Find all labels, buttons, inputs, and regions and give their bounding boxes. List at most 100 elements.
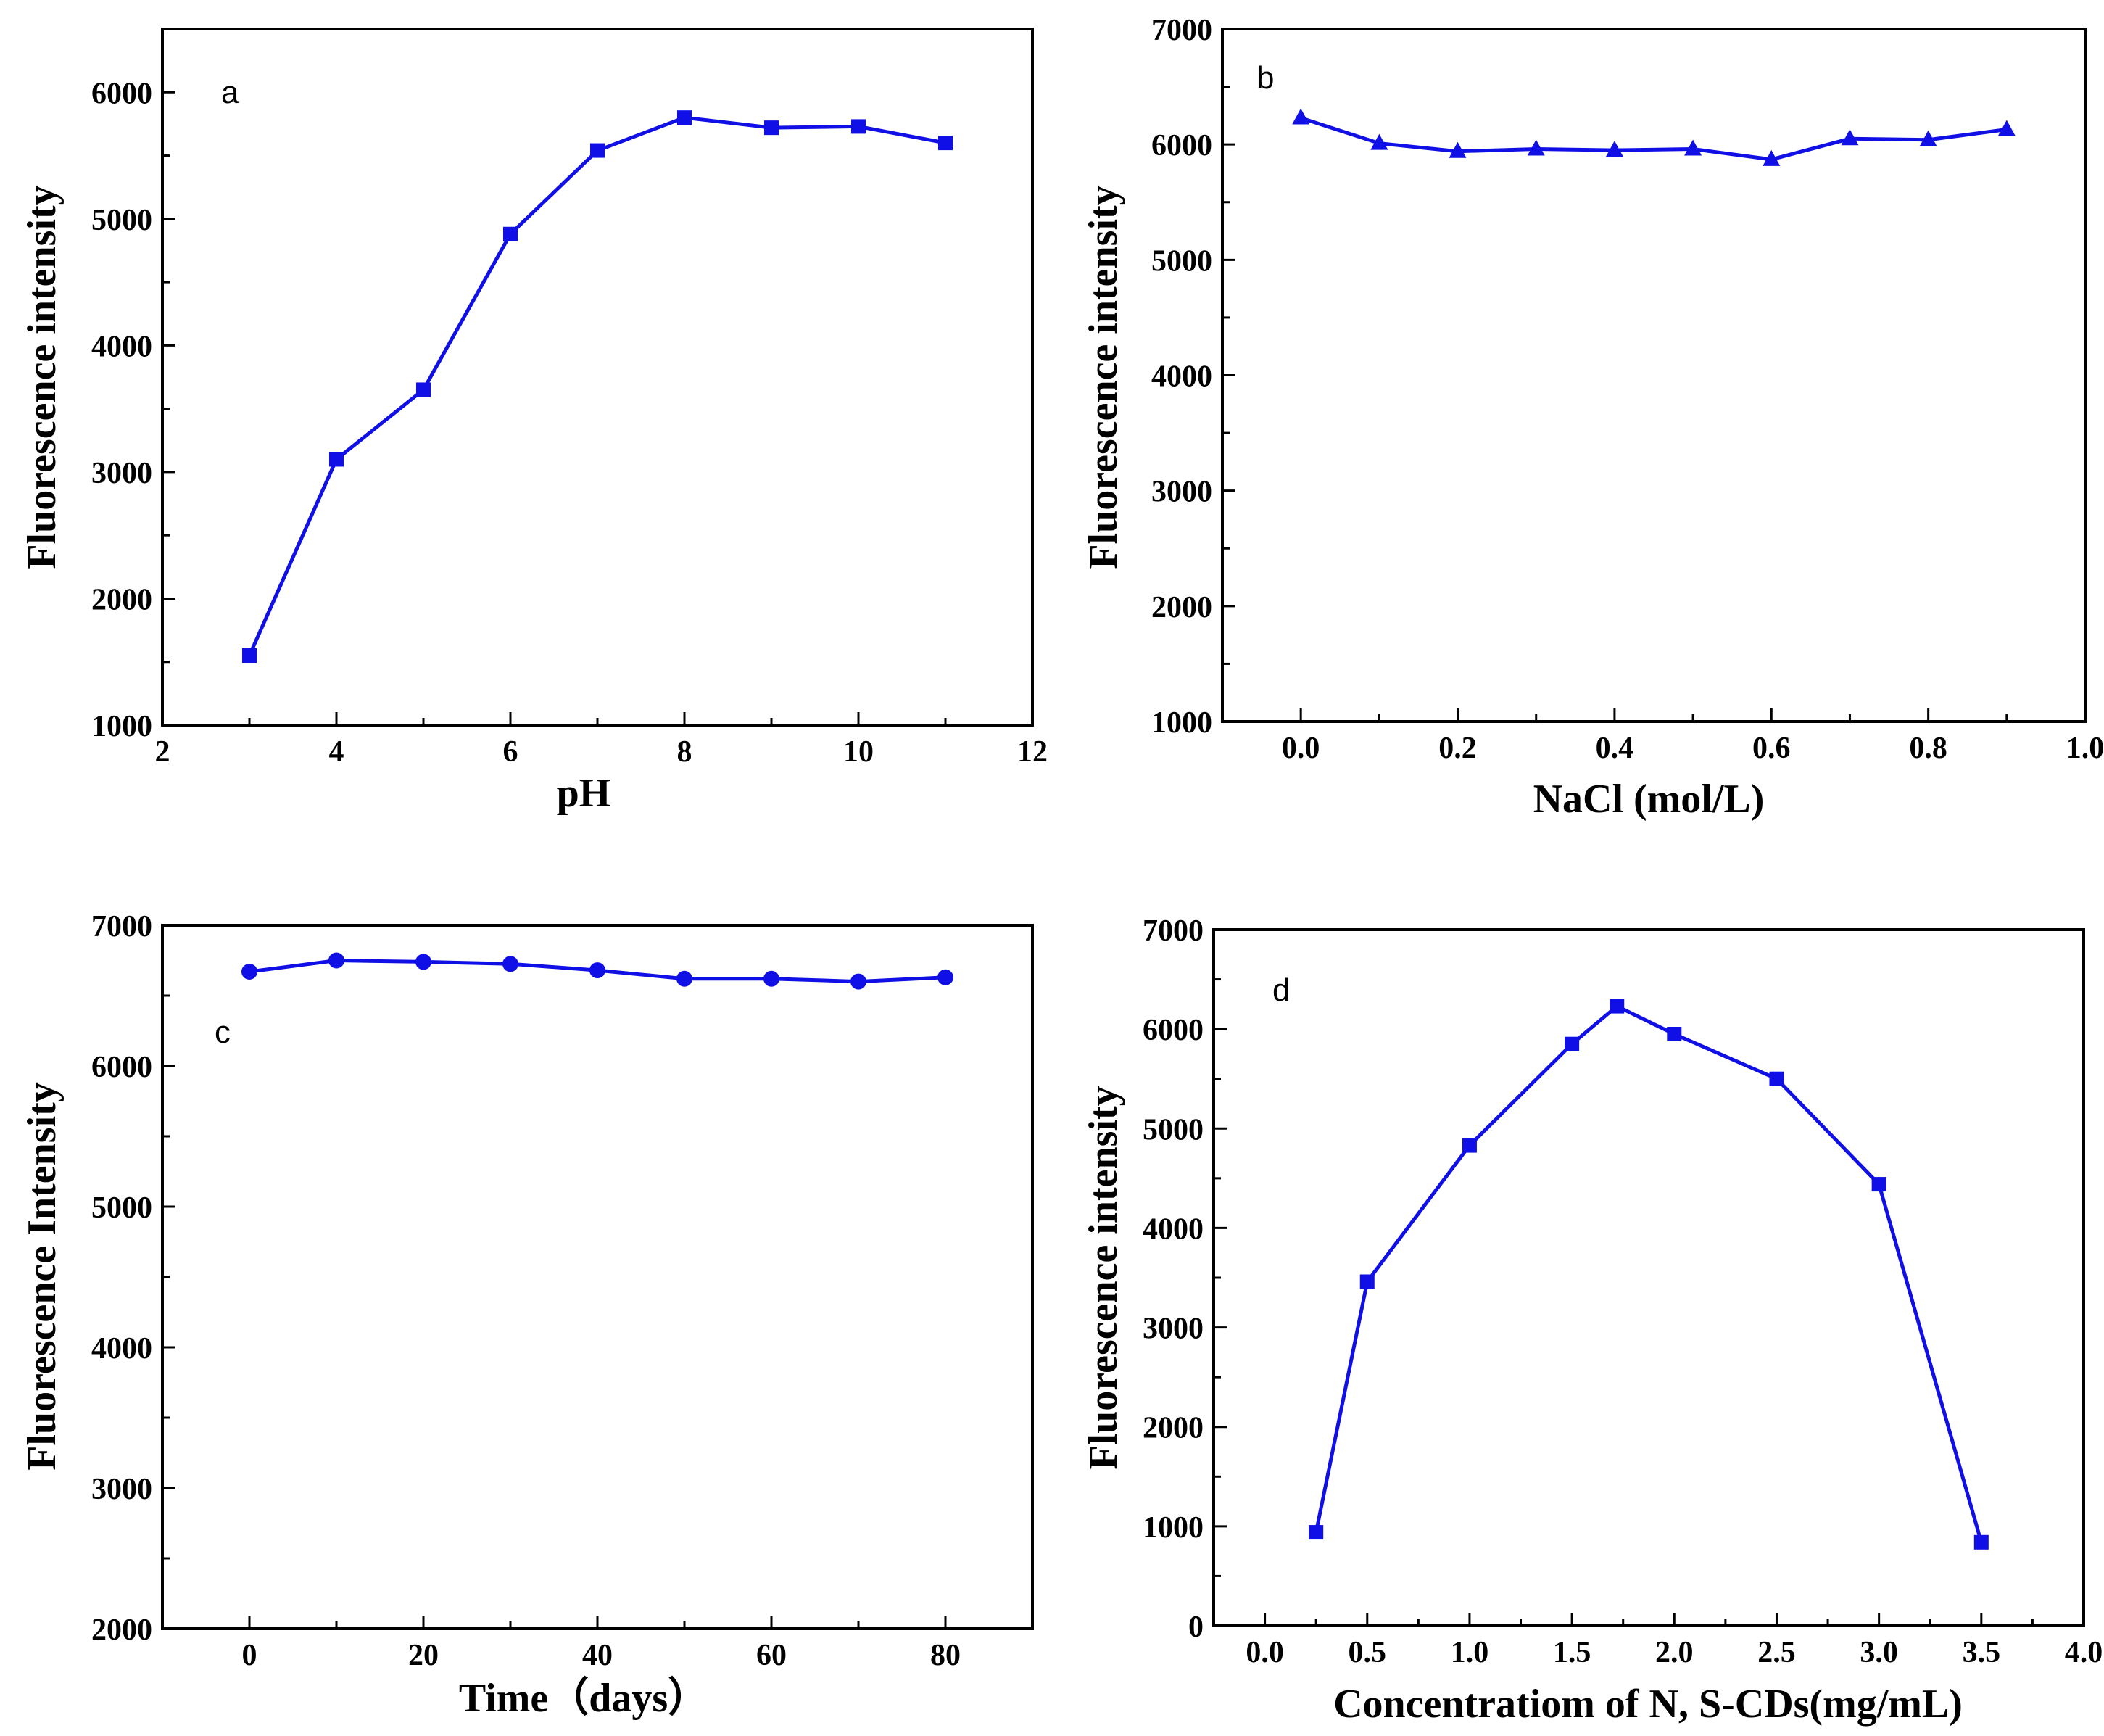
data-point <box>1769 1071 1784 1086</box>
data-point <box>503 226 518 241</box>
y-tick-label: 4000 <box>1143 1212 1204 1246</box>
data-point <box>1997 120 2016 136</box>
panel-d-x-axis-title: Concentratiom of N, S-CDs(mg/mL) <box>1333 1682 1963 1727</box>
y-tick-label: 3000 <box>91 457 152 490</box>
panel-c-x-axis-title: Time（days） <box>459 1675 708 1721</box>
x-tick-label: 2.5 <box>1757 1636 1796 1669</box>
x-tick-label: 0.5 <box>1349 1636 1387 1669</box>
data-point <box>1871 1177 1886 1192</box>
x-tick-label: 0.4 <box>1596 732 1634 765</box>
x-tick-label: 4 <box>329 735 344 769</box>
panel-b-letter: b <box>1256 60 1274 96</box>
data-point <box>416 382 431 397</box>
y-tick-label: 6000 <box>1143 1014 1204 1047</box>
x-tick-label: 1.5 <box>1553 1636 1591 1669</box>
data-point <box>850 973 866 990</box>
y-tick-label: 4000 <box>91 330 152 363</box>
data-point <box>1527 139 1545 156</box>
panel-c-letter: c <box>215 1014 231 1050</box>
data-point <box>1462 1138 1477 1153</box>
x-tick-label: 2 <box>155 735 170 769</box>
y-tick-label: 3000 <box>91 1473 152 1506</box>
data-point <box>589 962 605 979</box>
x-tick-label: 6 <box>503 735 518 769</box>
x-tick-label: 0 <box>242 1639 257 1672</box>
x-tick-label: 0.8 <box>1909 732 1947 765</box>
x-tick-label: 0.0 <box>1246 1636 1284 1669</box>
panel-d-marks: 0.0 0.5 1.0 1.5 2.0 2.5 3.0 3.5 4.0 0 1000 2000 3000… <box>1143 914 2103 1669</box>
panel-a-marks: 2 4 6 8 10 12 1000 2000 3000 4000 5000 6000 <box>91 77 1048 769</box>
y-tick-label: 5000 <box>1151 244 1212 278</box>
y-tick-label: 5000 <box>1143 1113 1204 1146</box>
x-tick-label: 2.0 <box>1655 1636 1694 1669</box>
y-tick-label: 5000 <box>91 204 152 237</box>
y-tick-label: 7000 <box>1151 14 1212 47</box>
y-tick-label: 4000 <box>91 1332 152 1365</box>
panel-b-y-axis-title: Fluorescence intensity <box>1081 185 1126 569</box>
series-line <box>1300 116 2008 162</box>
data-point <box>676 970 692 987</box>
y-tick-label: 2000 <box>91 1613 152 1647</box>
panel-c-marks: 0 20 40 60 80 2000 3000 4000 5000 6000 7000 <box>91 910 961 1672</box>
panel-c: 0 20 40 60 80 2000 3000 4000 5000 6000 7000 c Time… <box>20 910 1034 1721</box>
y-tick-label: 3000 <box>1151 476 1212 509</box>
x-tick-label: 60 <box>756 1639 787 1672</box>
data-point <box>415 954 431 970</box>
panel-c-frame <box>161 924 1034 1630</box>
y-tick-label: 3000 <box>1143 1313 1204 1346</box>
panel-d-y-axis-title: Fluorescence intensity <box>1081 1086 1126 1469</box>
panel-d: 0.0 0.5 1.0 1.5 2.0 2.5 3.0 3.5 4.0 0 1000 2000 3000… <box>1081 914 2103 1727</box>
data-point <box>242 648 257 663</box>
data-point <box>1684 139 1702 156</box>
data-point <box>1973 1534 1989 1550</box>
data-point <box>938 136 953 151</box>
x-tick-label: 1.0 <box>2066 732 2104 765</box>
x-tick-label: 3.0 <box>1860 1636 1898 1669</box>
x-tick-label: 80 <box>930 1639 961 1672</box>
data-point <box>1919 130 1937 146</box>
y-tick-label: 5000 <box>91 1191 152 1225</box>
x-tick-label: 8 <box>677 735 692 769</box>
y-tick-label: 1000 <box>91 710 152 743</box>
data-point <box>1667 1027 1682 1041</box>
x-tick-label: 0.0 <box>1282 732 1320 765</box>
panel-a: 2 4 6 8 10 12 1000 2000 3000 4000 5000 6000 a pH Fl… <box>20 28 1048 816</box>
panel-c-y-axis-title: Fluorescence Intensity <box>20 1082 65 1471</box>
y-tick-label: 1000 <box>1151 706 1212 740</box>
data-point <box>1359 1274 1375 1289</box>
y-tick-label: 2000 <box>91 583 152 616</box>
data-point <box>764 120 779 136</box>
data-point <box>502 956 518 972</box>
panel-a-letter: a <box>221 75 239 110</box>
panel-b: 0.0 0.2 0.4 0.6 0.8 1.0 1000 2000 3000 4000 5000 60… <box>1081 14 2104 822</box>
x-tick-label: 3.5 <box>1963 1636 2001 1669</box>
x-tick-label: 4.0 <box>2065 1636 2103 1669</box>
data-point <box>1763 149 1781 166</box>
y-tick-label: 4000 <box>1151 360 1212 394</box>
data-point <box>1841 129 1859 146</box>
x-tick-label: 0.6 <box>1752 732 1791 765</box>
panel-b-marks: 0.0 0.2 0.4 0.6 0.8 1.0 1000 2000 3000 4000 5000 60… <box>1151 14 2104 765</box>
y-tick-label: 6000 <box>91 1051 152 1084</box>
data-point <box>851 119 866 134</box>
series-line <box>247 115 946 657</box>
data-point <box>763 970 779 987</box>
y-tick-label: 6000 <box>91 77 152 110</box>
y-tick-label: 2000 <box>1143 1412 1204 1445</box>
panel-a-y-axis-title: Fluorescence intensity <box>20 185 65 569</box>
data-point <box>1610 999 1625 1014</box>
y-tick-label: 6000 <box>1151 129 1212 162</box>
panel-a-x-axis-title: pH <box>557 771 611 816</box>
panel-d-frame <box>1212 928 2085 1627</box>
y-tick-label: 7000 <box>91 910 152 943</box>
y-tick-label: 2000 <box>1151 591 1212 624</box>
x-tick-label: 12 <box>1017 735 1048 769</box>
data-point <box>241 964 257 980</box>
x-tick-label: 40 <box>582 1639 613 1672</box>
y-tick-label: 7000 <box>1143 914 1204 948</box>
data-point <box>1565 1036 1580 1051</box>
data-point <box>1605 141 1623 157</box>
x-tick-label: 0.2 <box>1438 732 1477 765</box>
data-point <box>590 143 605 158</box>
